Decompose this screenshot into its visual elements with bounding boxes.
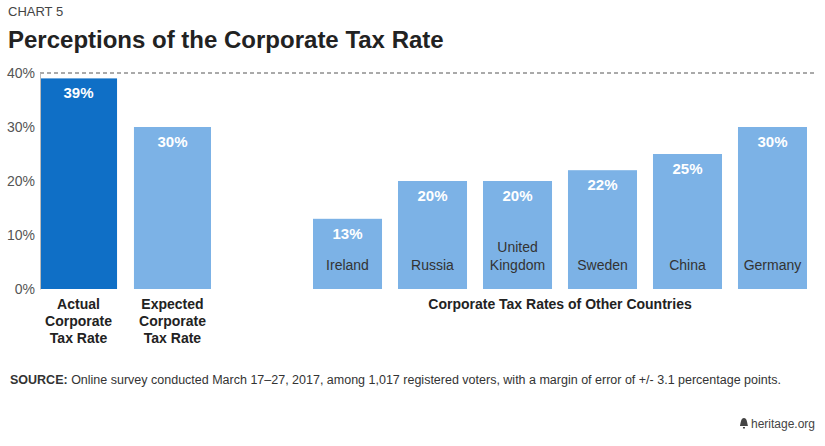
data-label: 30%: [157, 133, 187, 150]
data-labels: 39% 30% 13% 20% 20% 22% 25% 30%: [64, 84, 788, 241]
data-label: 13%: [332, 225, 362, 242]
bar: [568, 170, 637, 289]
title: Perceptions of the Corporate Tax Rate: [8, 26, 444, 53]
bar: [40, 78, 117, 289]
bar: [134, 127, 211, 289]
y-tick: 20%: [7, 173, 40, 189]
category-label: Germany: [744, 257, 802, 273]
data-label: 25%: [672, 160, 702, 177]
y-axis-line: [40, 74, 41, 290]
y-tick-label: 10%: [7, 227, 35, 243]
plot-top-frame: [40, 73, 815, 74]
bar: [653, 154, 722, 289]
chart: CHART 5 Perceptions of the Corporate Tax …: [0, 0, 825, 446]
bar: [313, 219, 382, 289]
y-tick-label: 40%: [7, 65, 35, 81]
category-label: ActualCorporateTax Rate: [45, 296, 112, 346]
kicker: CHART 5: [8, 4, 63, 19]
y-tick: 0%: [15, 281, 40, 297]
data-label: 39%: [64, 84, 94, 101]
category-label: China: [669, 257, 706, 273]
y-tick-label: 30%: [7, 119, 35, 135]
y-tick: 40%: [7, 65, 40, 81]
bar: [483, 181, 552, 289]
data-label: 22%: [587, 176, 617, 193]
y-tick-label: 0%: [15, 281, 35, 297]
data-label: 20%: [502, 187, 532, 204]
bars: [40, 78, 807, 289]
group-label: Corporate Tax Rates of Other Countries: [428, 296, 692, 312]
y-tick: 10%: [7, 227, 40, 243]
y-tick-label: 20%: [7, 173, 35, 189]
credit-icon: [740, 418, 748, 429]
source: SOURCE: Online survey conducted March 17…: [10, 373, 781, 387]
category-label: Sweden: [577, 257, 628, 273]
category-label: ExpectedCorporateTax Rate: [139, 296, 206, 346]
y-tick: 30%: [7, 119, 40, 135]
y-axis: 0% 10% 20% 30% 40%: [7, 65, 41, 297]
data-label: 30%: [757, 133, 787, 150]
bar: [738, 127, 807, 289]
credit: heritage.org: [751, 417, 815, 431]
source-text: Online survey conducted March 17–27, 201…: [68, 373, 781, 387]
category-label: Ireland: [326, 257, 369, 273]
bar: [398, 181, 467, 289]
data-label: 20%: [417, 187, 447, 204]
category-label: UnitedKingdom: [490, 239, 545, 273]
source-label: SOURCE:: [10, 373, 68, 387]
category-label: Russia: [411, 257, 454, 273]
category-labels: ActualCorporateTax Rate ExpectedCorporate…: [45, 239, 801, 346]
